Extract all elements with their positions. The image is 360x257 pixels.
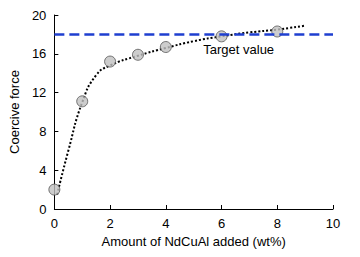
svg-text:2: 2	[106, 216, 113, 231]
svg-text:Target value: Target value	[203, 42, 274, 57]
svg-text:12: 12	[32, 85, 46, 100]
svg-text:8: 8	[39, 124, 46, 139]
svg-text:4: 4	[162, 216, 169, 231]
svg-text:10: 10	[326, 216, 340, 231]
svg-text:20: 20	[32, 8, 46, 23]
svg-text:0: 0	[51, 216, 58, 231]
svg-text:Amount of NdCuAl added (wt%): Amount of NdCuAl added (wt%)	[102, 234, 286, 249]
svg-text:8: 8	[274, 216, 281, 231]
svg-text:6: 6	[218, 216, 225, 231]
svg-text:16: 16	[32, 46, 46, 61]
svg-text:0: 0	[39, 202, 46, 217]
svg-text:4: 4	[39, 163, 46, 178]
svg-text:Coercive force: Coercive force	[7, 70, 22, 154]
